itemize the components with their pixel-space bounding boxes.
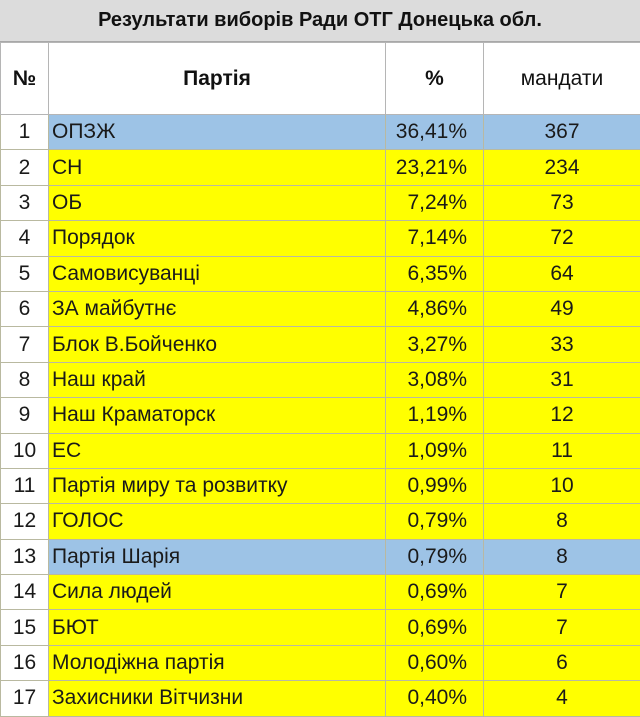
seat-count: 72 bbox=[484, 221, 640, 256]
table-title: Результати виборів Ради ОТГ Донецька обл… bbox=[0, 0, 640, 42]
vote-percent: 0,79% bbox=[386, 539, 484, 574]
row-number: 8 bbox=[1, 362, 49, 397]
row-number: 2 bbox=[1, 150, 49, 185]
party-name: ОПЗЖ bbox=[49, 115, 386, 150]
row-number: 7 bbox=[1, 327, 49, 362]
party-name: ЗА майбутнє bbox=[49, 291, 386, 326]
seat-count: 33 bbox=[484, 327, 640, 362]
vote-percent: 6,35% bbox=[386, 256, 484, 291]
vote-percent: 4,86% bbox=[386, 291, 484, 326]
seat-count: 73 bbox=[484, 185, 640, 220]
seat-count: 8 bbox=[484, 539, 640, 574]
row-number: 15 bbox=[1, 610, 49, 645]
vote-percent: 1,09% bbox=[386, 433, 484, 468]
party-name: Молодіжна партія bbox=[49, 645, 386, 680]
vote-percent: 0,69% bbox=[386, 610, 484, 645]
party-name: ГОЛОС bbox=[49, 504, 386, 539]
seat-count: 6 bbox=[484, 645, 640, 680]
seat-count: 4 bbox=[484, 681, 640, 716]
row-number: 16 bbox=[1, 645, 49, 680]
row-number: 13 bbox=[1, 539, 49, 574]
party-name: БЮТ bbox=[49, 610, 386, 645]
vote-percent: 7,14% bbox=[386, 221, 484, 256]
party-name: СН bbox=[49, 150, 386, 185]
row-number: 17 bbox=[1, 681, 49, 716]
party-name: Захисники Вітчизни bbox=[49, 681, 386, 716]
vote-percent: 3,27% bbox=[386, 327, 484, 362]
seat-count: 367 bbox=[484, 115, 640, 150]
vote-percent: 36,41% bbox=[386, 115, 484, 150]
row-number: 14 bbox=[1, 575, 49, 610]
row-number: 9 bbox=[1, 398, 49, 433]
row-number: 1 bbox=[1, 115, 49, 150]
seat-count: 7 bbox=[484, 610, 640, 645]
party-name: ЕС bbox=[49, 433, 386, 468]
seat-count: 12 bbox=[484, 398, 640, 433]
party-name: Наш Краматорск bbox=[49, 398, 386, 433]
party-name: Самовисуванці bbox=[49, 256, 386, 291]
party-name: ОБ bbox=[49, 185, 386, 220]
party-name: Сила людей bbox=[49, 575, 386, 610]
header-party: Партія bbox=[49, 43, 386, 115]
row-number: 11 bbox=[1, 468, 49, 503]
seat-count: 11 bbox=[484, 433, 640, 468]
seat-count: 64 bbox=[484, 256, 640, 291]
vote-percent: 0,99% bbox=[386, 468, 484, 503]
row-number: 12 bbox=[1, 504, 49, 539]
vote-percent: 7,24% bbox=[386, 185, 484, 220]
row-number: 5 bbox=[1, 256, 49, 291]
header-percent: % bbox=[386, 43, 484, 115]
party-name: Партія Шарія bbox=[49, 539, 386, 574]
seat-count: 31 bbox=[484, 362, 640, 397]
seat-count: 49 bbox=[484, 291, 640, 326]
party-name: Блок В.Бойченко bbox=[49, 327, 386, 362]
vote-percent: 23,21% bbox=[386, 150, 484, 185]
seat-count: 10 bbox=[484, 468, 640, 503]
row-number: 10 bbox=[1, 433, 49, 468]
vote-percent: 1,19% bbox=[386, 398, 484, 433]
vote-percent: 0,79% bbox=[386, 504, 484, 539]
vote-percent: 0,40% bbox=[386, 681, 484, 716]
vote-percent: 0,69% bbox=[386, 575, 484, 610]
party-name: Порядок bbox=[49, 221, 386, 256]
seat-count: 234 bbox=[484, 150, 640, 185]
header-number: № bbox=[1, 43, 49, 115]
header-row: № Партія % мандати bbox=[1, 43, 640, 115]
row-number: 6 bbox=[1, 291, 49, 326]
row-number: 4 bbox=[1, 221, 49, 256]
party-name: Наш край bbox=[49, 362, 386, 397]
party-name: Партія миру та розвитку bbox=[49, 468, 386, 503]
vote-percent: 3,08% bbox=[386, 362, 484, 397]
vote-percent: 0,60% bbox=[386, 645, 484, 680]
row-number: 3 bbox=[1, 185, 49, 220]
seat-count: 7 bbox=[484, 575, 640, 610]
seat-count: 8 bbox=[484, 504, 640, 539]
header-seats: мандати bbox=[484, 43, 640, 115]
